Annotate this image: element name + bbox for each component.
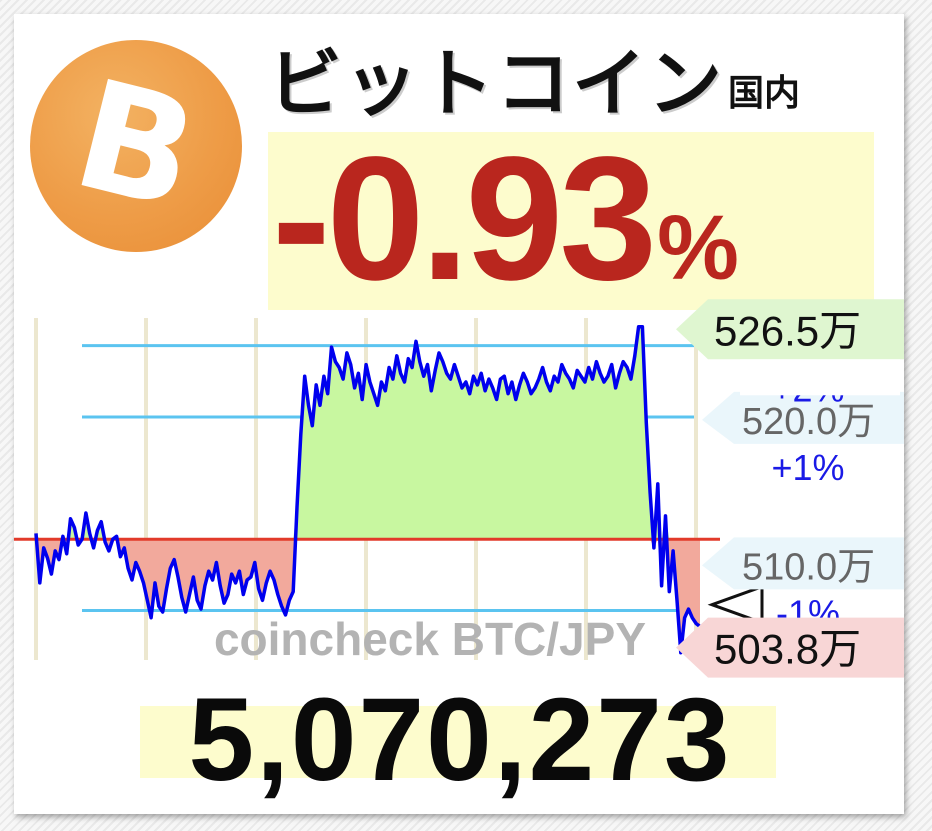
label-mask <box>740 359 900 396</box>
level-value-label: 510.0万 <box>742 546 875 588</box>
source-watermark: coincheck BTC/JPY <box>214 613 646 665</box>
market-label: 国内 <box>728 73 801 114</box>
level-value-label: 520.0万 <box>742 401 875 443</box>
bitcoin-logo-icon: B <box>30 40 242 252</box>
asset-title: ビットコイン <box>268 41 724 127</box>
change-percent: -0.93% <box>272 118 739 320</box>
level-tag-bg <box>702 537 904 590</box>
price-tag: 503.8万 <box>714 626 861 673</box>
current-price-marker <box>707 584 764 625</box>
change-value: -0.93 <box>272 121 657 317</box>
change-highlight <box>268 132 874 310</box>
price-highlight <box>140 706 776 778</box>
level-percent-label: +1% <box>771 447 844 488</box>
area-below-reference <box>36 539 700 653</box>
price-line <box>34 324 702 655</box>
current-price: 5,070,273 <box>188 674 732 806</box>
price-tag: 526.5万 <box>714 307 861 354</box>
level-tag-bg <box>702 391 904 444</box>
price-tag-bg <box>676 299 904 360</box>
change-unit: % <box>657 197 739 299</box>
price-tag-bg <box>676 617 904 678</box>
area-above-reference <box>36 326 700 540</box>
